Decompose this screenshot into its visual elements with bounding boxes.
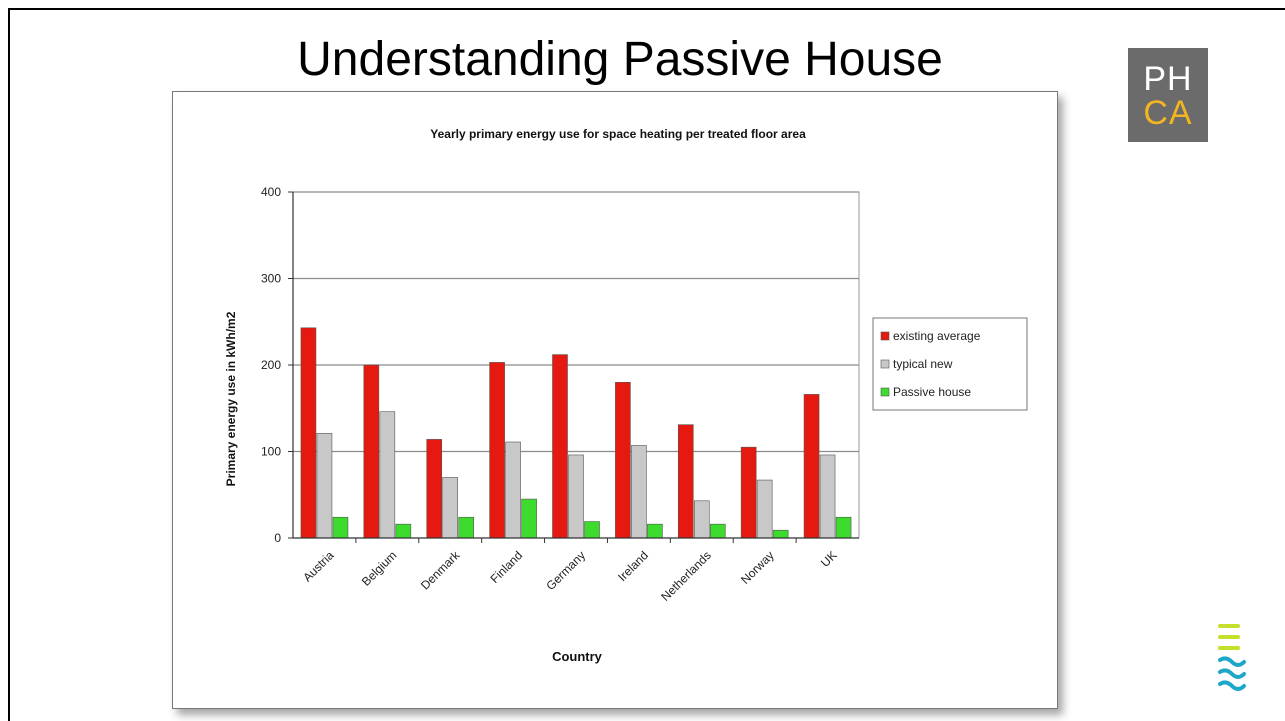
bar-typical-norway — [756, 479, 773, 539]
legend-swatch-passive — [880, 387, 890, 397]
bar-passive-belgium — [395, 523, 412, 539]
bar-typical-germany — [568, 454, 584, 539]
y-tick-label: 0 — [274, 531, 281, 545]
bar-passive-germany — [584, 521, 600, 539]
y-tick-label: 100 — [261, 445, 281, 459]
bar-existing-netherlands — [677, 424, 694, 539]
legend-swatch-existing — [880, 331, 890, 341]
bar-typical-ireland — [631, 445, 647, 539]
bar-existing-ireland — [615, 381, 631, 539]
bar-typical-belgium — [379, 411, 396, 539]
x-tick-label-ireland: Ireland — [615, 548, 651, 584]
bar-passive-austria — [332, 516, 349, 539]
bar-typical-finland — [505, 441, 521, 539]
logo-text-ca: CA — [1143, 94, 1193, 132]
bar-existing-uk — [803, 394, 820, 539]
x-tick-label-finland: Finland — [488, 548, 526, 586]
x-tick-label-belgium: Belgium — [359, 548, 400, 589]
bar-passive-finland — [521, 498, 537, 539]
y-tick-label: 300 — [261, 272, 281, 286]
bar-passive-norway — [772, 529, 789, 539]
bar-typical-denmark — [442, 477, 459, 539]
y-tick-label: 200 — [261, 358, 281, 372]
chart-card: Yearly primary energy use for space heat… — [172, 91, 1058, 709]
legend-label-existing: existing average — [893, 329, 981, 343]
legend-swatch-typical — [880, 359, 890, 369]
bar-existing-norway — [740, 446, 757, 539]
bar-typical-uk — [819, 454, 836, 539]
x-tick-label-denmark: Denmark — [418, 548, 463, 593]
legend-box — [872, 317, 1028, 411]
bar-passive-ireland — [647, 523, 663, 539]
slide-title: Understanding Passive House — [297, 33, 943, 86]
bar-passive-uk — [835, 516, 852, 539]
bar-existing-austria — [300, 327, 317, 539]
bar-typical-netherlands — [693, 500, 710, 539]
bar-existing-finland — [489, 362, 505, 539]
x-tick-label-norway: Norway — [738, 548, 777, 587]
y-tick-label: 400 — [261, 185, 281, 199]
bar-existing-germany — [552, 354, 568, 539]
chart-title: Yearly primary energy use for space heat… — [430, 127, 806, 141]
logo-text-ph: PH — [1143, 60, 1193, 98]
x-tick-label-netherlands: Netherlands — [658, 548, 714, 604]
bar-typical-austria — [316, 433, 333, 539]
bar-existing-denmark — [426, 439, 443, 539]
bar-existing-belgium — [363, 364, 380, 539]
x-axis-label: Country — [552, 649, 603, 664]
bar-chart: Yearly primary energy use for space heat… — [224, 127, 1028, 664]
x-tick-label-germany: Germany — [543, 548, 588, 593]
phca-logo: PH CA — [1128, 48, 1208, 142]
legend-label-typical: typical new — [893, 357, 953, 371]
bar-passive-denmark — [458, 516, 475, 539]
y-axis-label: Primary energy use in kWh/m2 — [224, 311, 238, 486]
wave-lines-icon — [1218, 624, 1246, 691]
legend-label-passive: Passive house — [893, 385, 971, 399]
x-tick-label-uk: UK — [818, 548, 840, 570]
x-tick-label-austria: Austria — [300, 548, 337, 585]
bar-passive-netherlands — [709, 523, 726, 539]
slide-frame — [8, 8, 1285, 721]
